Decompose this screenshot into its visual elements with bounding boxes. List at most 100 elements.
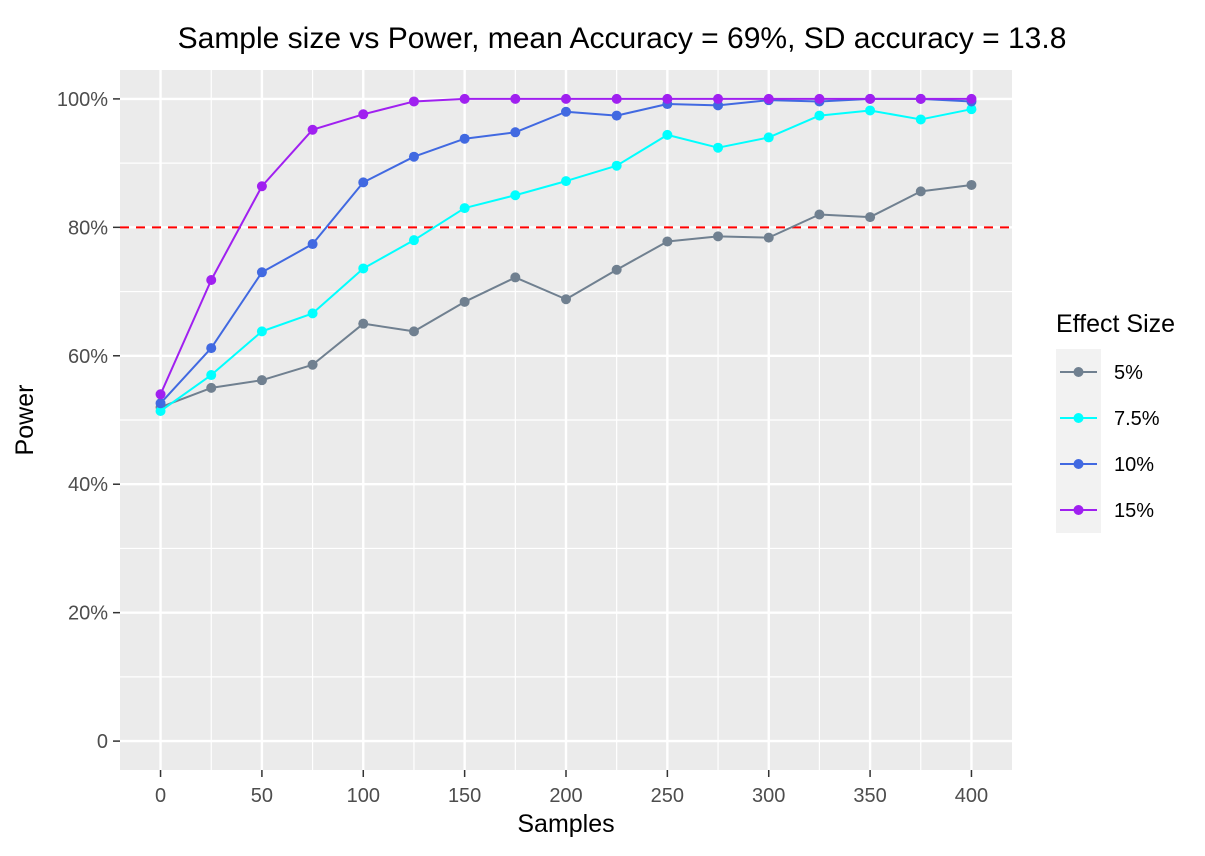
data-point (510, 272, 521, 283)
x-tick-label: 0 (155, 785, 166, 807)
data-point (358, 109, 369, 120)
legend-items: 5% 7.5% 10% 15% (1060, 362, 1160, 522)
legend-key-point (1073, 367, 1084, 377)
data-point (206, 275, 217, 285)
data-point (358, 263, 369, 274)
series-4 (155, 93, 977, 400)
data-point (865, 105, 876, 116)
data-point (256, 326, 267, 337)
data-point (459, 93, 470, 104)
data-point (510, 127, 521, 138)
x-axis: 0 50 100 150 200 250 300 350 400 (155, 770, 988, 807)
data-point (358, 177, 369, 188)
data-point (459, 296, 470, 307)
data-point (459, 203, 470, 214)
data-point (763, 232, 774, 243)
legend-key-point (1073, 459, 1084, 469)
legend-label: 15% (1114, 500, 1154, 522)
data-point (358, 318, 369, 329)
data-point (662, 93, 673, 104)
data-point (155, 389, 166, 400)
data-point (307, 239, 318, 250)
x-tick-label: 300 (752, 785, 785, 807)
y-axis: 0 20% 40% 60% 80% 100% (57, 89, 120, 753)
series-layer (155, 93, 977, 417)
data-point (561, 294, 571, 305)
data-point (510, 93, 521, 104)
data-point (206, 370, 217, 381)
legend-key-point (1073, 505, 1084, 515)
data-point (561, 176, 571, 187)
y-tick-label: 60% (68, 346, 108, 368)
data-point (814, 93, 825, 104)
data-point (206, 343, 217, 354)
y-axis-title: Power (11, 385, 39, 456)
data-point (408, 96, 419, 107)
legend-label: 7.5% (1114, 408, 1160, 430)
x-tick-label: 150 (448, 785, 481, 807)
data-point (865, 212, 876, 223)
data-point (307, 308, 318, 319)
data-point (307, 359, 318, 370)
data-point (611, 93, 622, 104)
series-3 (155, 93, 977, 409)
x-tick-label: 50 (251, 785, 273, 807)
data-point (662, 236, 673, 247)
data-point (713, 231, 724, 242)
data-point (611, 264, 622, 275)
data-point (256, 181, 267, 192)
data-point (915, 114, 926, 125)
x-tick-label: 350 (853, 785, 886, 807)
legend-item: 5% (1060, 362, 1143, 384)
x-axis-title: Samples (517, 810, 614, 838)
data-point (561, 106, 571, 117)
x-tick-label: 250 (651, 785, 684, 807)
series-1 (155, 179, 977, 413)
data-point (256, 375, 267, 386)
legend-label: 5% (1114, 362, 1143, 384)
x-tick-label: 200 (549, 785, 582, 807)
data-point (763, 132, 774, 143)
data-point (915, 186, 926, 197)
data-point (408, 235, 419, 246)
data-point (713, 93, 724, 104)
legend-keys-background (1056, 349, 1101, 533)
data-point (155, 406, 166, 417)
y-tick-label: 0 (97, 731, 108, 753)
data-point (966, 93, 977, 104)
y-tick-label: 20% (68, 603, 108, 625)
y-tick-label: 40% (68, 474, 108, 496)
data-point (206, 382, 217, 393)
data-point (966, 104, 977, 115)
data-point (408, 151, 419, 162)
chart-title: Sample size vs Power, mean Accuracy = 69… (178, 22, 1067, 55)
data-point (611, 110, 622, 121)
data-point (408, 326, 419, 337)
data-point (459, 133, 470, 144)
legend-title: Effect Size (1056, 310, 1175, 338)
legend: Effect Size 5% 7.5% 10% 15% (1056, 310, 1175, 533)
data-point (155, 398, 166, 409)
legend-item: 15% (1060, 500, 1154, 522)
data-point (256, 267, 267, 278)
data-point (561, 93, 571, 104)
data-point (662, 129, 673, 140)
data-point (307, 124, 318, 135)
data-point (611, 160, 622, 171)
legend-label: 10% (1114, 454, 1154, 476)
data-point (763, 93, 774, 104)
x-tick-label: 400 (955, 785, 988, 807)
data-point (510, 190, 521, 201)
series-2 (155, 104, 977, 417)
y-tick-label: 80% (68, 217, 108, 239)
y-tick-label: 100% (57, 89, 108, 111)
data-point (915, 93, 926, 104)
data-point (814, 110, 825, 121)
x-tick-label: 100 (347, 785, 380, 807)
legend-key-point (1073, 413, 1084, 423)
data-point (966, 179, 977, 190)
data-point (865, 93, 876, 104)
legend-item: 10% (1060, 454, 1154, 476)
